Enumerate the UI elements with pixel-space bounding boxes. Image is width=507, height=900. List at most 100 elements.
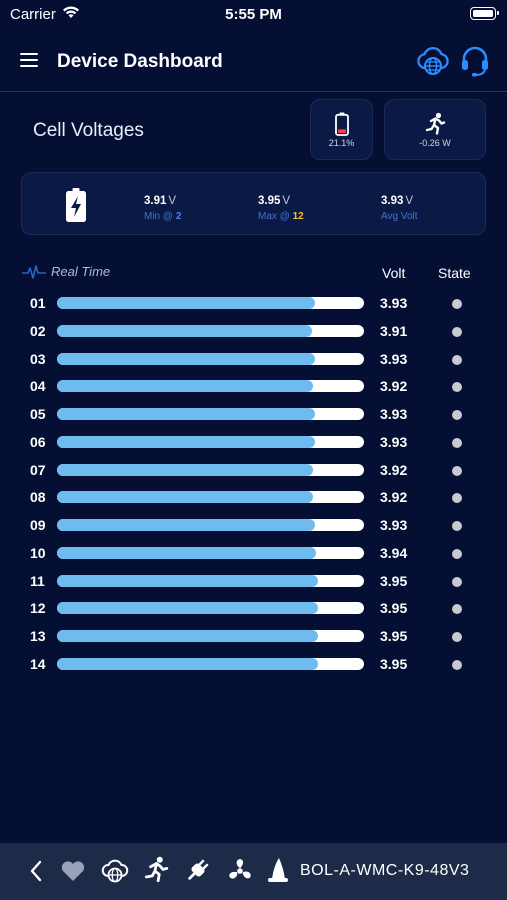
cell-row: 14 3.95 [0, 649, 507, 677]
cell-voltage-bar-fill [57, 547, 316, 559]
cell-number: 07 [30, 462, 46, 478]
cell-voltage-bar [57, 630, 364, 642]
fan-icon[interactable] [226, 857, 254, 885]
min-label: Min @ [144, 211, 173, 222]
cell-voltage-value: 3.92 [380, 462, 407, 478]
cell-voltage-bar-fill [57, 630, 318, 642]
cell-voltage-value: 3.93 [380, 517, 407, 533]
cell-state-indicator [452, 299, 462, 309]
cell-voltage-value: 3.93 [380, 434, 407, 450]
cell-voltage-value: 3.95 [380, 573, 407, 589]
wizard-hat-icon[interactable] [266, 856, 290, 884]
cell-voltage-value: 3.93 [380, 406, 407, 422]
cell-number: 01 [30, 295, 46, 311]
battery-level-card[interactable]: 21.1% [310, 99, 373, 160]
cell-row: 08 3.92 [0, 482, 507, 510]
max-voltage-value: 3.95 [258, 195, 280, 207]
cell-row: 12 3.95 [0, 593, 507, 621]
cell-voltage-value: 3.91 [380, 323, 407, 339]
cell-state-indicator [452, 410, 462, 420]
cell-voltage-bar-fill [57, 297, 315, 309]
cell-state-indicator [452, 632, 462, 642]
cell-state-indicator [452, 549, 462, 559]
cell-number: 03 [30, 351, 46, 367]
cloud-globe-icon[interactable] [101, 857, 129, 885]
cell-voltage-bar-fill [57, 436, 315, 448]
cell-voltage-value: 3.95 [380, 656, 407, 672]
cell-voltage-value: 3.95 [380, 600, 407, 616]
cell-voltage-bar-fill [57, 353, 315, 365]
min-voltage-unit: V [168, 195, 176, 207]
avg-voltage-stat: 3.93 V Avg Volt [381, 191, 418, 222]
device-id: BOL-A-WMC-K9-48V3 [300, 862, 469, 880]
cell-state-indicator [452, 493, 462, 503]
cell-voltage-bar [57, 547, 364, 559]
cell-voltage-bar [57, 464, 364, 476]
power-value: -0.26 W [385, 138, 485, 148]
avg-voltage-unit: V [405, 195, 413, 207]
cell-voltage-bar [57, 575, 364, 587]
volt-column-header: Volt [382, 265, 405, 281]
cell-row: 04 3.92 [0, 371, 507, 399]
section-title: Cell Voltages [33, 120, 144, 142]
realtime-label: Real Time [51, 264, 110, 279]
cell-voltage-value: 3.92 [380, 489, 407, 505]
cell-voltage-bar [57, 602, 364, 614]
status-battery-icon [470, 7, 496, 20]
battery-percent: 21.1% [311, 138, 372, 148]
cloud-globe-icon[interactable] [415, 44, 451, 78]
cell-number: 06 [30, 434, 46, 450]
top-nav-bar: Device Dashboard [0, 40, 507, 92]
cell-number: 05 [30, 406, 46, 422]
cell-row: 09 3.93 [0, 510, 507, 538]
min-voltage-stat: 3.91 V Min @ 2 [144, 191, 181, 222]
cell-voltage-value: 3.94 [380, 545, 407, 561]
cell-voltage-bar [57, 436, 364, 448]
cell-number: 14 [30, 656, 46, 672]
headset-icon[interactable] [459, 44, 491, 78]
running-person-icon [423, 112, 447, 136]
page-title: Device Dashboard [57, 51, 223, 73]
heart-icon[interactable] [60, 860, 86, 882]
cell-number: 12 [30, 600, 46, 616]
cell-voltage-bar-fill [57, 325, 312, 337]
max-label: Max @ [258, 211, 290, 222]
running-person-icon[interactable] [143, 856, 169, 884]
plug-icon[interactable] [184, 856, 212, 884]
cell-voltage-value: 3.92 [380, 378, 407, 394]
min-voltage-value: 3.91 [144, 195, 166, 207]
cell-voltage-bar [57, 491, 364, 503]
menu-icon[interactable] [20, 53, 38, 67]
cell-voltage-bar-fill [57, 464, 313, 476]
power-card[interactable]: -0.26 W [384, 99, 486, 160]
cell-number: 02 [30, 323, 46, 339]
cell-state-indicator [452, 604, 462, 614]
cell-voltage-bar [57, 408, 364, 420]
cell-number: 04 [30, 378, 46, 394]
cell-row: 01 3.93 [0, 288, 507, 316]
cell-number: 08 [30, 489, 46, 505]
back-chevron-icon[interactable] [29, 860, 43, 882]
cell-state-indicator [452, 382, 462, 392]
cell-voltage-bar-fill [57, 658, 318, 670]
cell-voltage-bar [57, 658, 364, 670]
cell-number: 11 [30, 573, 45, 589]
cell-voltage-bar-fill [57, 380, 313, 392]
cell-voltage-bar-fill [57, 602, 318, 614]
status-bar: Carrier 5:55 PM [0, 0, 507, 30]
cell-row: 02 3.91 [0, 316, 507, 344]
max-voltage-stat: 3.95 V Max @ 12 [258, 191, 304, 222]
cell-number: 13 [30, 628, 46, 644]
cell-voltage-value: 3.93 [380, 351, 407, 367]
voltage-summary-card: 3.91 V Min @ 2 3.95 V Max @ 12 3.93 V Avg V… [21, 172, 486, 235]
pulse-icon [22, 264, 46, 280]
cell-voltage-bar [57, 325, 364, 337]
cell-state-indicator [452, 466, 462, 476]
cell-voltage-bar-fill [57, 408, 315, 420]
cell-row: 11 3.95 [0, 566, 507, 594]
cell-row: 13 3.95 [0, 621, 507, 649]
cell-row: 10 3.94 [0, 538, 507, 566]
cell-number: 09 [30, 517, 46, 533]
cell-voltage-value: 3.95 [380, 628, 407, 644]
cell-state-indicator [452, 660, 462, 670]
